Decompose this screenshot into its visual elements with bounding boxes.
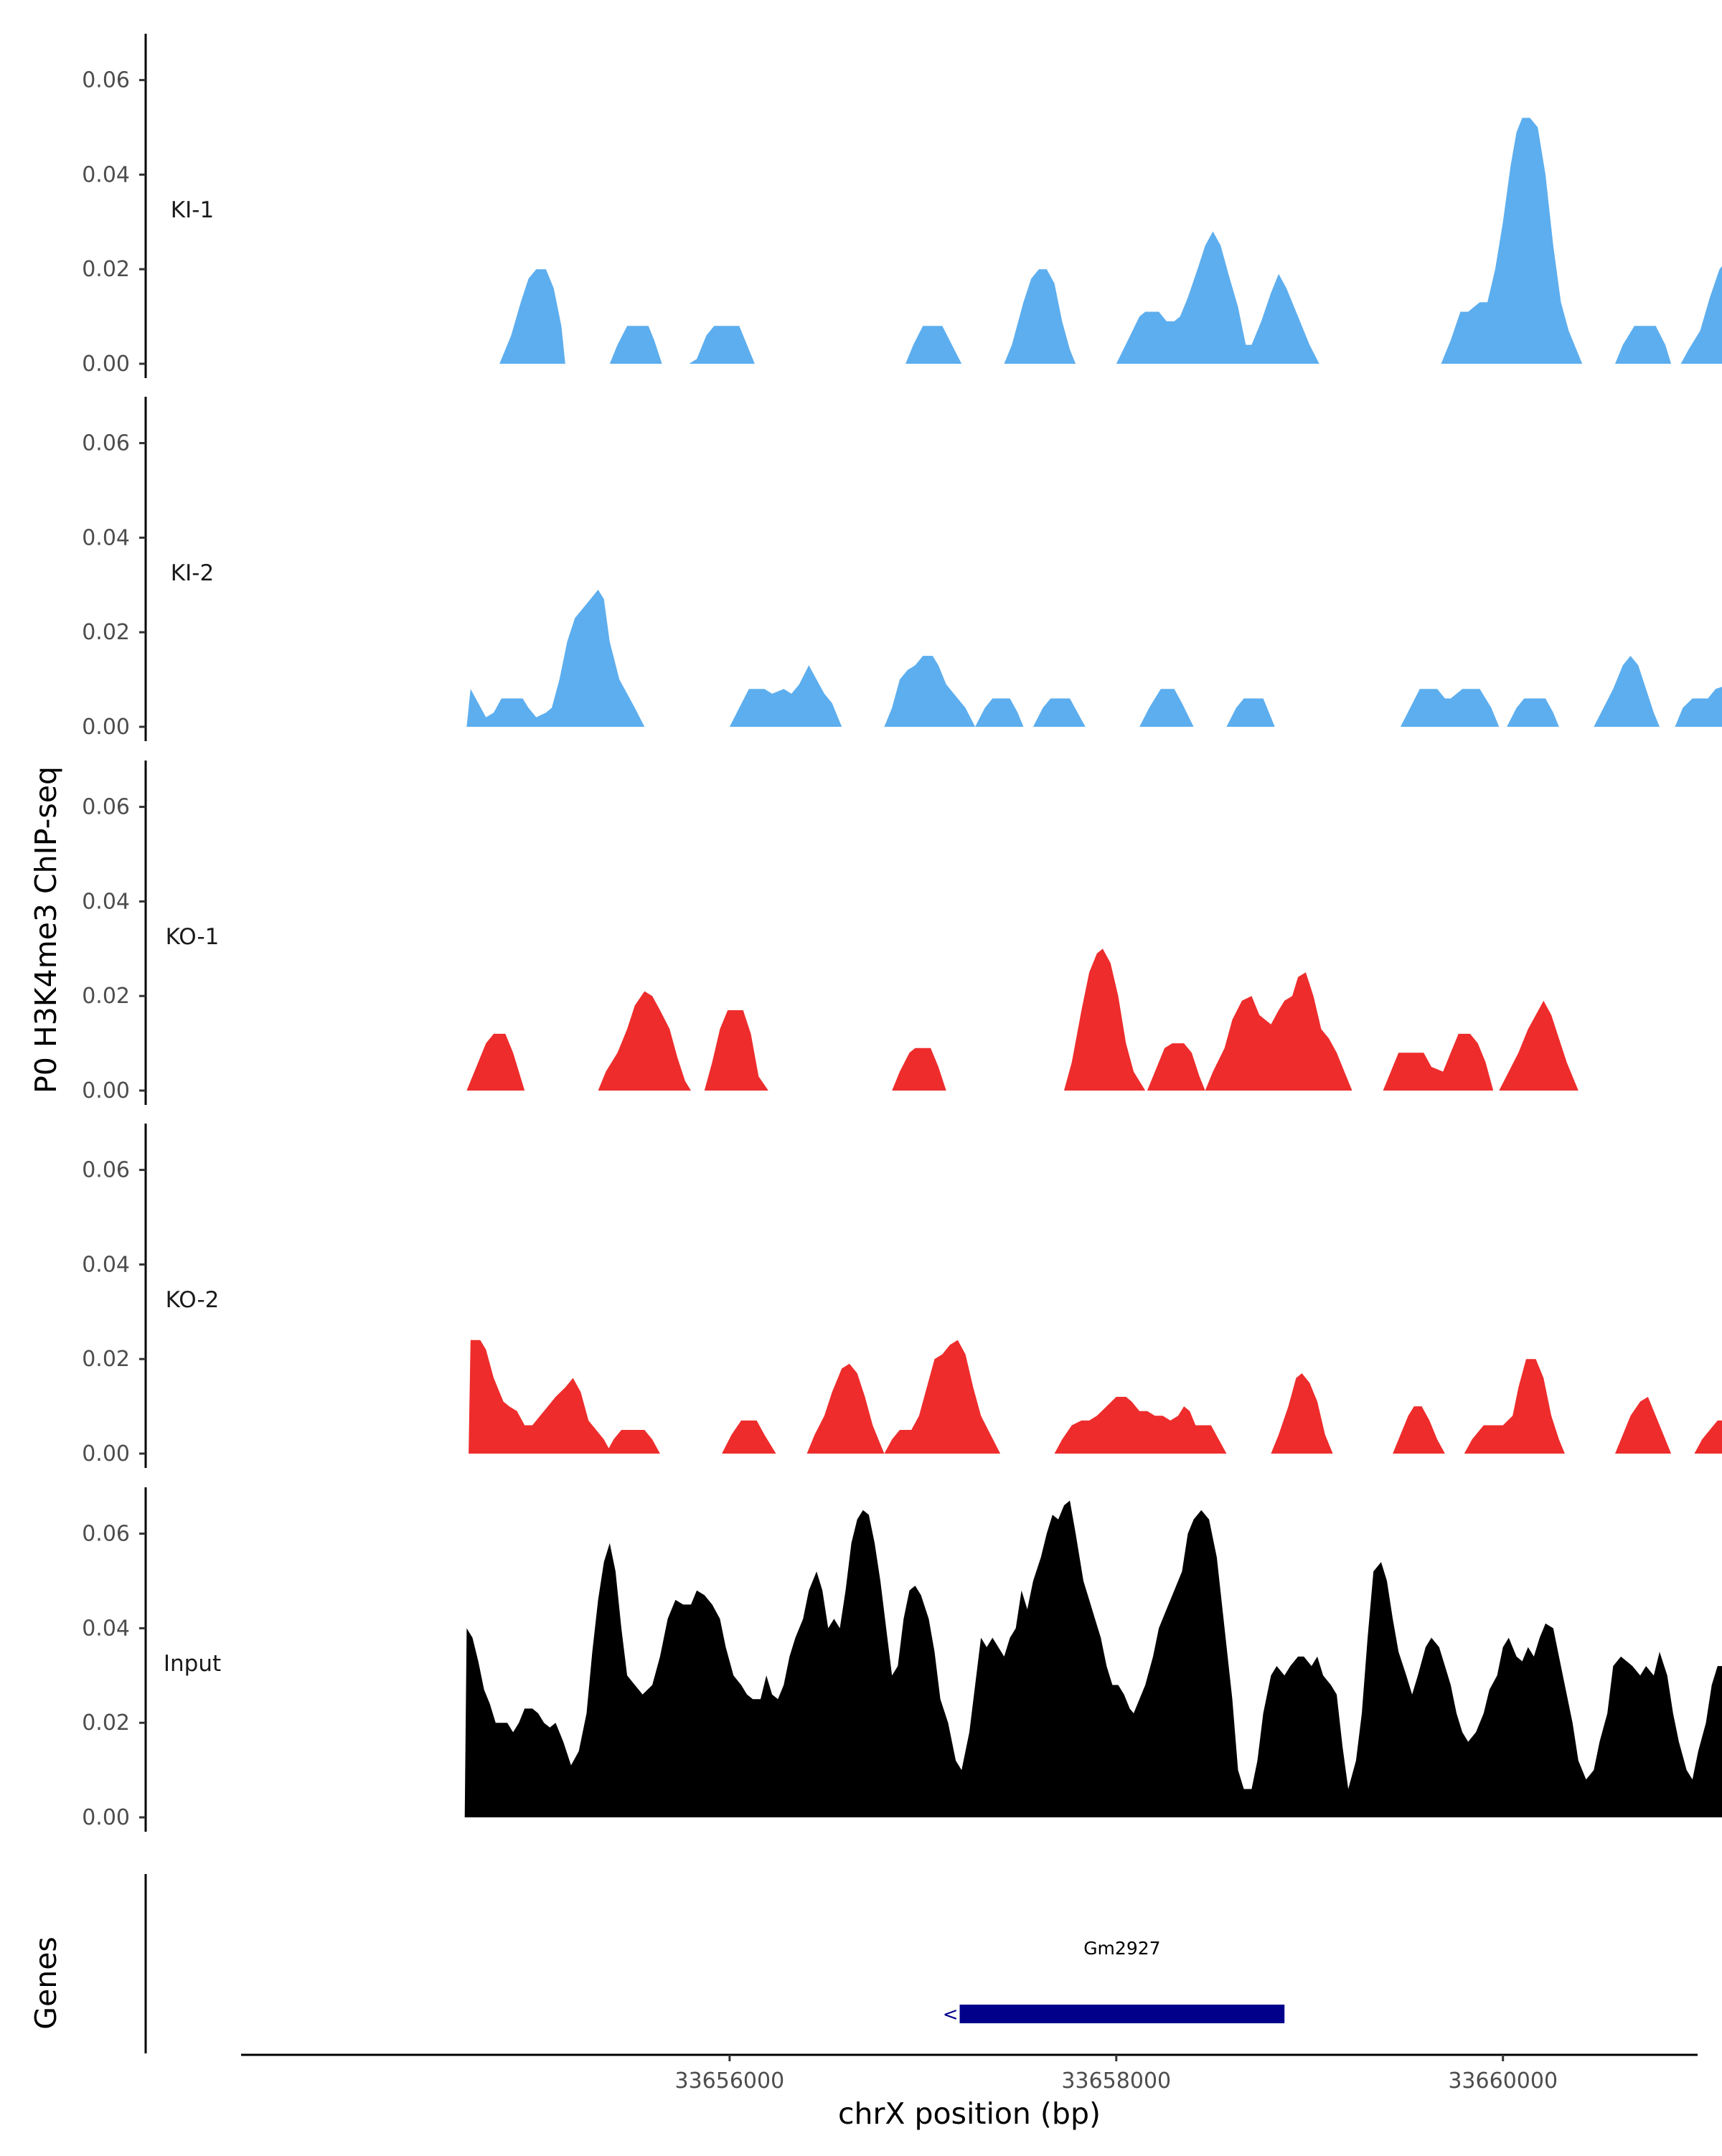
gene-gm2927: < Gm2927 [943, 1938, 1284, 2025]
signal-area [1271, 1373, 1332, 1454]
signal-area [1393, 1406, 1445, 1454]
track-ki-2: 0.00 0.02 0.04 0.06 KI-2 [82, 397, 1722, 741]
gene-label: Gm2927 [1083, 1938, 1160, 1959]
signal-area [606, 1430, 660, 1454]
gene-panel-title: Genes [29, 1936, 63, 2030]
signal-area [1147, 1043, 1205, 1091]
gene-body [960, 2005, 1285, 2023]
signal-area [1116, 232, 1319, 364]
y-tick-label: 0.00 [82, 715, 130, 740]
track-label: KI-2 [171, 560, 214, 586]
signal-area [1615, 326, 1671, 364]
x-tick-label: 33660000 [1448, 2068, 1558, 2094]
signal-area [610, 326, 662, 364]
signal-area [689, 326, 755, 364]
gene-panel: Genes chrX position (bp) 33656000 3365800… [29, 1874, 1698, 2131]
y-tick-label: 0.04 [82, 1616, 130, 1641]
y-tick-label: 0.02 [82, 1347, 130, 1372]
tracks-layer: 0.00 0.02 0.04 0.06 KI-1 0.00 0.02 0.04 0.06 KI-2… [82, 34, 1722, 1832]
track-label: KO-2 [166, 1287, 220, 1313]
signal-area [469, 1340, 611, 1454]
y-tick-label: 0.02 [82, 257, 130, 282]
signal-area [1594, 656, 1660, 727]
track-ko-2: 0.00 0.02 0.04 0.06 KO-2 [82, 1124, 1722, 1468]
y-tick-label: 0.04 [82, 889, 130, 914]
signal-area [1401, 689, 1499, 727]
signal-area [807, 1364, 885, 1454]
signal-area [1033, 699, 1086, 728]
y-tick-label: 0.00 [82, 1078, 130, 1103]
y-tick-label: 0.02 [82, 984, 130, 1009]
signal-area [1055, 1397, 1227, 1454]
signal-area [1681, 260, 1722, 364]
track-ki-1: 0.00 0.02 0.04 0.06 KI-1 [82, 34, 1722, 378]
signal-area [1064, 948, 1145, 1091]
signal-area [892, 1048, 946, 1091]
y-tick-label: 0.06 [82, 431, 130, 456]
y-tick-label: 0.06 [82, 1522, 130, 1547]
y-tick-label: 0.06 [82, 795, 130, 820]
signal-area [1675, 675, 1722, 728]
x-axis-title: chrX position (bp) [838, 2096, 1101, 2131]
signal-area [1441, 118, 1583, 364]
signal-area [466, 590, 644, 727]
y-tick-label: 0.00 [82, 1805, 130, 1830]
signal-area [705, 1010, 768, 1091]
x-tick-label: 33658000 [1061, 2068, 1171, 2094]
signal-area [884, 1340, 1000, 1454]
signal-area [499, 269, 565, 364]
track-label: KI-1 [171, 197, 214, 223]
y-axis-title: P0 H3K4me3 ChIP-seq [29, 766, 63, 1093]
signal-area [598, 992, 691, 1091]
signal-area [1205, 972, 1352, 1091]
signal-area [1615, 1397, 1671, 1454]
y-tick-label: 0.02 [82, 1710, 130, 1736]
y-tick-label: 0.00 [82, 1441, 130, 1467]
signal-area [975, 699, 1023, 728]
signal-area [1695, 1421, 1722, 1454]
y-tick-label: 0.04 [82, 525, 130, 550]
y-tick-label: 0.06 [82, 68, 130, 93]
signal-area [730, 665, 842, 727]
y-tick-label: 0.02 [82, 620, 130, 645]
signal-area [884, 656, 975, 727]
x-tick-label: 33656000 [675, 2068, 785, 2094]
signal-area [1383, 1034, 1494, 1091]
signal-area [722, 1421, 776, 1454]
y-tick-label: 0.06 [82, 1158, 130, 1183]
signal-area [466, 1034, 524, 1091]
track-ko-1: 0.00 0.02 0.04 0.06 KO-1 [82, 761, 1578, 1105]
track-input: 0.00 0.02 0.04 0.06 Input [82, 1487, 1722, 1832]
signal-area [1507, 699, 1559, 728]
signal-area [1464, 1359, 1565, 1454]
y-tick-label: 0.00 [82, 352, 130, 377]
strand-marker: < [943, 2004, 959, 2025]
signal-area [905, 326, 961, 364]
signal-area [1139, 689, 1194, 727]
signal-area [465, 1501, 1722, 1818]
signal-area [1226, 699, 1274, 728]
track-label: Input [164, 1651, 221, 1677]
signal-area [1004, 269, 1076, 364]
track-label: KO-1 [166, 924, 220, 950]
y-tick-label: 0.04 [82, 162, 130, 187]
y-tick-label: 0.04 [82, 1252, 130, 1277]
signal-area [1499, 1001, 1578, 1091]
